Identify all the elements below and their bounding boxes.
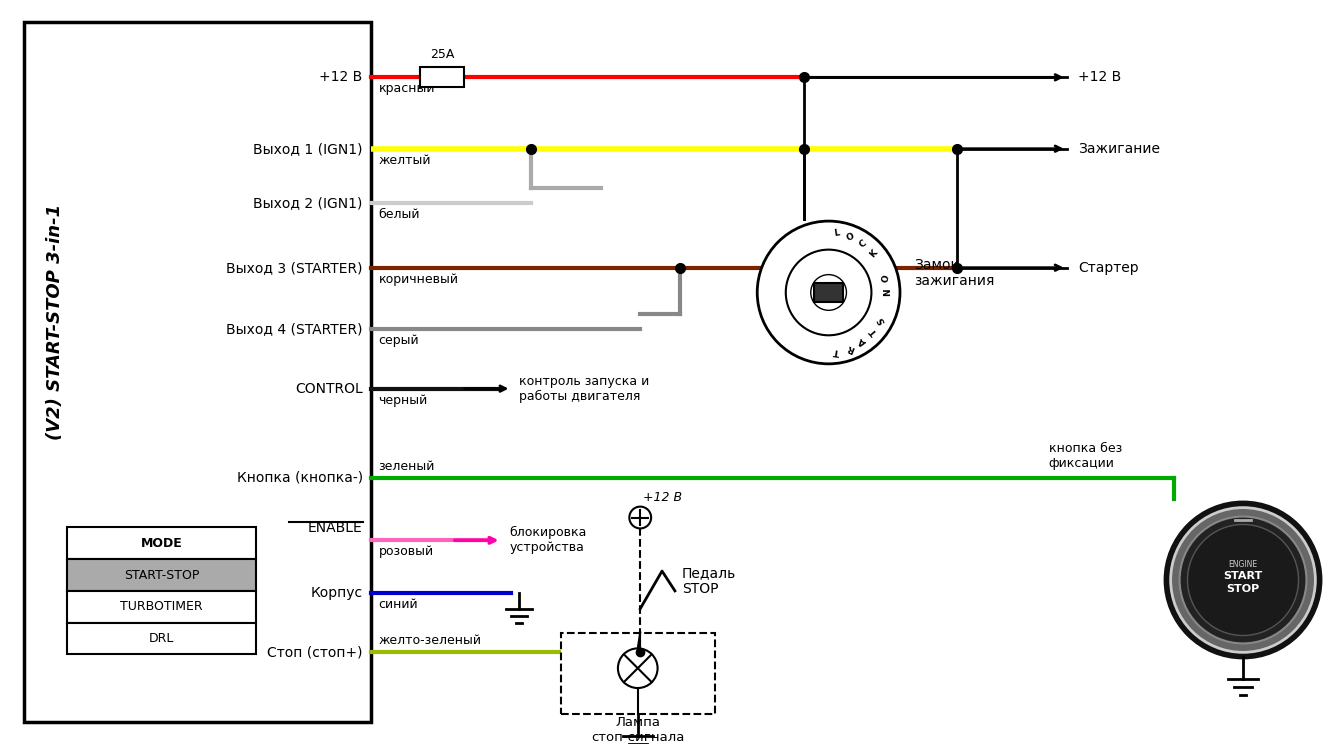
Circle shape bbox=[618, 649, 658, 688]
Text: Замок
зажигания: Замок зажигания bbox=[914, 257, 994, 288]
Bar bbox=[24, 22, 371, 722]
Text: O: O bbox=[882, 274, 891, 284]
Text: контроль запуска и
работы двигателя: контроль запуска и работы двигателя bbox=[519, 374, 650, 403]
Circle shape bbox=[1187, 524, 1298, 635]
Text: START-STOP: START-STOP bbox=[124, 568, 199, 581]
Circle shape bbox=[1179, 517, 1306, 644]
Text: STOP: STOP bbox=[1226, 584, 1259, 594]
Text: CONTROL: CONTROL bbox=[295, 382, 363, 396]
Text: серый: серый bbox=[379, 334, 419, 347]
Text: (V2) START-STOP 3-in-1: (V2) START-STOP 3-in-1 bbox=[47, 204, 64, 440]
Bar bbox=[420, 68, 464, 87]
Text: K: K bbox=[868, 248, 879, 259]
Text: Выход 2 (IGN1): Выход 2 (IGN1) bbox=[253, 196, 363, 210]
Text: O: O bbox=[846, 232, 856, 243]
Text: T: T bbox=[868, 326, 879, 337]
Text: A: A bbox=[858, 335, 868, 346]
Text: кнопка без
фиксации: кнопка без фиксации bbox=[1049, 442, 1122, 470]
Text: +12 В: +12 В bbox=[643, 490, 682, 504]
Text: +12 В: +12 В bbox=[319, 70, 363, 84]
Text: Выход 3 (STARTER): Выход 3 (STARTER) bbox=[227, 261, 363, 274]
Bar bbox=[67, 591, 256, 622]
Circle shape bbox=[811, 274, 847, 310]
Text: белый: белый bbox=[379, 209, 420, 221]
Text: +12 В: +12 В bbox=[1078, 70, 1122, 84]
Text: черный: черный bbox=[379, 394, 428, 406]
Text: MODE: MODE bbox=[140, 537, 183, 550]
Text: Выход 4 (STARTER): Выход 4 (STARTER) bbox=[227, 322, 363, 336]
Text: Педаль
STOP: Педаль STOP bbox=[682, 566, 736, 596]
Text: Стоп (стоп+): Стоп (стоп+) bbox=[267, 645, 363, 659]
Text: зеленый: зеленый bbox=[379, 460, 435, 473]
Circle shape bbox=[1171, 508, 1315, 652]
Text: 25A: 25A bbox=[430, 49, 454, 62]
Text: R: R bbox=[846, 342, 855, 353]
Text: START: START bbox=[1223, 571, 1263, 581]
Text: Корпус: Корпус bbox=[311, 586, 363, 600]
Text: ENABLE: ENABLE bbox=[308, 521, 363, 536]
Circle shape bbox=[1166, 503, 1321, 657]
Bar bbox=[814, 283, 843, 302]
Text: Кнопка (кнопка-): Кнопка (кнопка-) bbox=[236, 471, 363, 484]
Text: Стартер: Стартер bbox=[1078, 261, 1139, 274]
Bar bbox=[67, 527, 256, 560]
Text: блокировка
устройства: блокировка устройства bbox=[510, 526, 587, 554]
Text: коричневый: коричневый bbox=[379, 273, 459, 286]
Text: ENGINE: ENGINE bbox=[1229, 560, 1258, 568]
Text: синий: синий bbox=[379, 598, 418, 610]
Text: L: L bbox=[834, 229, 840, 238]
Text: TURBOTIMER: TURBOTIMER bbox=[120, 600, 203, 613]
Text: DRL: DRL bbox=[148, 632, 173, 645]
Text: желтый: желтый bbox=[379, 154, 431, 166]
Bar bbox=[67, 622, 256, 654]
Text: Выход 1 (IGN1): Выход 1 (IGN1) bbox=[253, 142, 363, 156]
Circle shape bbox=[758, 221, 900, 364]
Text: N: N bbox=[883, 289, 892, 296]
Circle shape bbox=[786, 250, 871, 335]
Text: Лампа
стоп-сигнала: Лампа стоп-сигнала bbox=[591, 716, 684, 744]
Text: розовый: розовый bbox=[379, 545, 434, 558]
Text: Зажигание: Зажигание bbox=[1078, 142, 1161, 156]
Text: C: C bbox=[858, 238, 868, 250]
Text: желто-зеленый: желто-зеленый bbox=[379, 634, 482, 647]
Text: T: T bbox=[834, 346, 840, 356]
Bar bbox=[560, 632, 715, 714]
Text: красный: красный bbox=[379, 82, 435, 95]
Text: S: S bbox=[876, 315, 887, 325]
Circle shape bbox=[630, 506, 651, 529]
Bar bbox=[67, 560, 256, 591]
